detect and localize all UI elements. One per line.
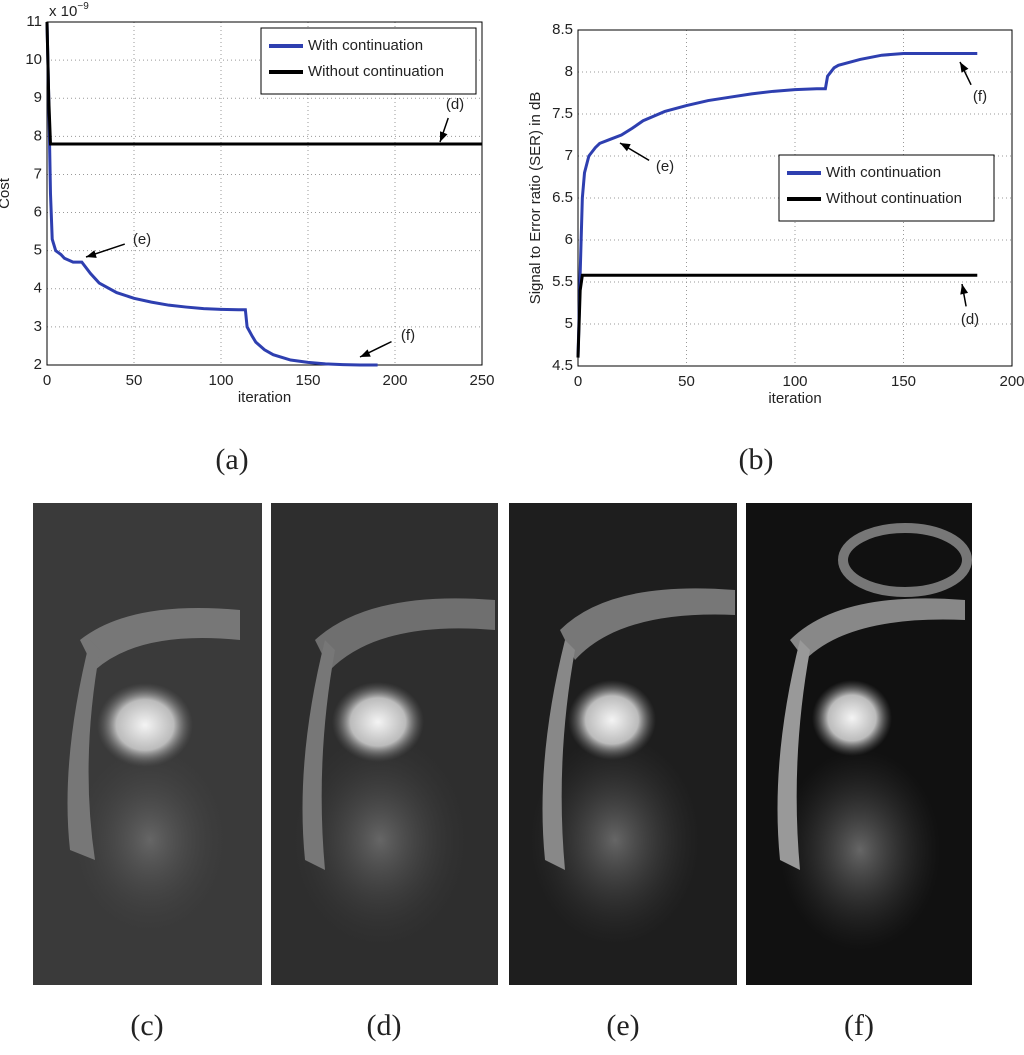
y-tick-label: 10 bbox=[25, 51, 42, 68]
x-tick-label: 250 bbox=[469, 372, 494, 389]
y-tick-label: 8 bbox=[565, 63, 573, 80]
y-tick-label: 6 bbox=[565, 231, 573, 248]
annotation: (f) bbox=[401, 327, 415, 344]
annotation-arrowhead bbox=[440, 131, 448, 142]
y-scale-base: x 10 bbox=[49, 3, 77, 20]
y-axis-label: Cost bbox=[0, 177, 13, 209]
y-scale-exponent: −9 bbox=[77, 1, 89, 12]
annotation-arrowhead bbox=[960, 284, 969, 295]
y-tick-label: 8.5 bbox=[552, 21, 573, 38]
annotation: (d) bbox=[961, 311, 979, 328]
y-tick-label: 4.5 bbox=[552, 357, 573, 374]
x-tick-label: 50 bbox=[126, 372, 143, 389]
plot-frame bbox=[577, 29, 1013, 367]
annotation-arrowhead bbox=[360, 349, 371, 357]
y-tick-label: 11 bbox=[26, 13, 42, 30]
y-tick-label: 2 bbox=[34, 356, 42, 373]
legend-box bbox=[778, 154, 995, 222]
annotation-arrowhead bbox=[620, 143, 631, 152]
y-tick-label: 6.5 bbox=[552, 189, 573, 206]
panel-caption: (f) bbox=[844, 1009, 874, 1042]
legend-label: Without continuation bbox=[308, 63, 444, 80]
legend-box bbox=[260, 27, 477, 95]
y-tick-label: 5.5 bbox=[552, 273, 573, 290]
x-tick-label: 200 bbox=[382, 372, 407, 389]
series-line bbox=[45, 21, 482, 146]
x-tick-label: 200 bbox=[999, 373, 1024, 390]
y-scale-label: x 10−9 bbox=[49, 1, 89, 20]
y-axis-label: Signal to Error ratio (SER) in dB bbox=[527, 92, 544, 305]
x-axis-label: iteration bbox=[768, 390, 821, 407]
annotation-arrowhead bbox=[960, 62, 969, 73]
series-line bbox=[576, 52, 978, 358]
panel-caption: (c) bbox=[130, 1009, 163, 1042]
x-axis-label: iteration bbox=[238, 389, 291, 406]
annotation: (d) bbox=[446, 96, 464, 113]
y-tick-label: 9 bbox=[34, 89, 42, 106]
legend-label: With continuation bbox=[826, 164, 941, 181]
panel-caption: (e) bbox=[606, 1009, 639, 1042]
x-tick-label: 50 bbox=[678, 373, 695, 390]
x-tick-label: 100 bbox=[782, 373, 807, 390]
mri-image bbox=[33, 503, 262, 985]
annotation: (e) bbox=[133, 231, 151, 248]
legend-label: Without continuation bbox=[826, 190, 962, 207]
plot-frame bbox=[46, 21, 483, 366]
annotation-arrowhead bbox=[86, 250, 97, 258]
panel-caption: (b) bbox=[739, 443, 774, 476]
panel-caption: (a) bbox=[215, 443, 248, 476]
mri-image bbox=[271, 503, 498, 985]
annotation: (e) bbox=[656, 158, 674, 175]
x-tick-label: 0 bbox=[43, 372, 51, 389]
mri-images bbox=[33, 503, 972, 985]
series-line bbox=[576, 273, 978, 358]
y-tick-label: 3 bbox=[34, 318, 42, 335]
mri-image bbox=[509, 503, 737, 985]
y-tick-label: 5 bbox=[565, 315, 573, 332]
series-line bbox=[45, 21, 378, 367]
y-tick-label: 7 bbox=[565, 147, 573, 164]
x-tick-label: 150 bbox=[295, 372, 320, 389]
x-tick-label: 0 bbox=[574, 373, 582, 390]
y-tick-label: 5 bbox=[34, 242, 42, 259]
annotation: (f) bbox=[973, 88, 987, 105]
legend-label: With continuation bbox=[308, 37, 423, 54]
x-tick-label: 150 bbox=[891, 373, 916, 390]
y-tick-label: 8 bbox=[34, 127, 42, 144]
y-tick-label: 4 bbox=[34, 280, 42, 297]
y-tick-label: 7.5 bbox=[552, 105, 573, 122]
y-tick-label: 7 bbox=[34, 165, 42, 182]
x-tick-label: 100 bbox=[208, 372, 233, 389]
mri-image bbox=[746, 503, 972, 985]
y-tick-label: 6 bbox=[34, 204, 42, 221]
panel-caption: (d) bbox=[367, 1009, 402, 1042]
